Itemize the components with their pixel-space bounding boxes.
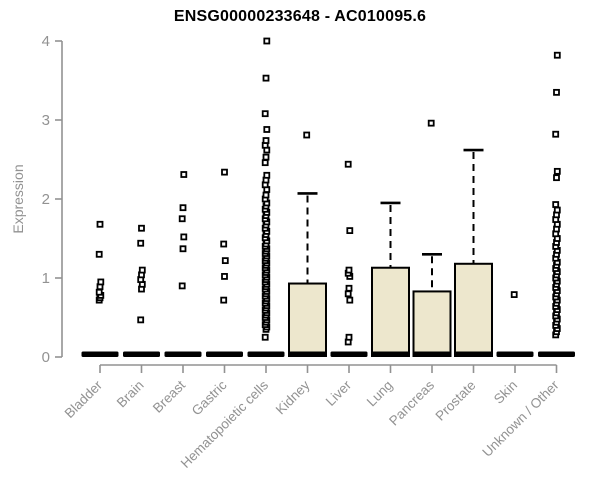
outlier-point (553, 167, 561, 175)
outlier-point (221, 257, 229, 265)
boxplot-kidney (288, 131, 327, 357)
outlier-point (178, 282, 186, 290)
median-bar (538, 351, 575, 357)
outlier-point (221, 273, 228, 280)
outlier-point (346, 227, 354, 235)
category-label-bladder: Bladder (62, 377, 106, 421)
outlier-point (179, 245, 187, 253)
boxplot-pancreas (412, 119, 452, 357)
box (371, 266, 410, 358)
median-bar (330, 351, 368, 357)
median-bar (413, 351, 451, 357)
outlier-point (97, 278, 105, 286)
boxplot-hematopoietic-cells (247, 37, 285, 357)
outlier-point (262, 137, 270, 144)
outlier-point (510, 291, 518, 298)
outlier-point (180, 171, 188, 178)
category-label-brain: Brain (114, 378, 147, 411)
outlier-point (220, 296, 228, 304)
outlier-point (179, 204, 187, 212)
category-label-prostate: Prostate (432, 378, 478, 424)
outlier-point (138, 224, 145, 232)
median-bar (206, 351, 243, 357)
outlier-point (345, 284, 353, 292)
outlier-point (262, 74, 270, 82)
outlier-point (95, 288, 103, 296)
outlier-point (344, 160, 352, 168)
category-label-pancreas: Pancreas (386, 377, 437, 428)
outlier-point (221, 168, 228, 176)
median-bar (164, 351, 202, 357)
boxplot-lung (371, 201, 410, 358)
chart-title: ENSG00000233648 - AC010095.6 (173, 8, 427, 25)
outlier-point (346, 296, 354, 304)
boxplot-bladder (81, 220, 119, 357)
outlier-point (345, 266, 353, 274)
box (454, 262, 493, 357)
category-label-unknown-other: Unknown / Other (479, 377, 562, 460)
median-bar (123, 351, 160, 357)
boxplot-liver (330, 160, 368, 357)
outlier-point (303, 131, 311, 139)
outlier-point (345, 333, 353, 341)
outlier-point (263, 171, 271, 179)
median-bar (455, 351, 492, 357)
box (412, 290, 452, 357)
category-label-breast: Breast (150, 377, 188, 415)
outlier-point (261, 333, 269, 341)
median-bar (496, 351, 534, 357)
category-label-lung: Lung (364, 378, 396, 410)
median-bar (247, 351, 285, 357)
y-tick-label: 4 (42, 33, 50, 50)
y-axis: 0 1 2 3 4 (42, 33, 63, 366)
median-bar (81, 351, 119, 357)
outlier-point (261, 159, 269, 167)
box (288, 282, 327, 357)
boxplot-unknown-other (538, 51, 575, 357)
outlier-point (220, 240, 228, 248)
boxplot-brain (123, 224, 160, 357)
outlier-point (553, 88, 560, 96)
category-label-liver: Liver (323, 377, 355, 409)
outlier-point (178, 215, 186, 223)
outlier-point (262, 191, 270, 199)
outlier-point (180, 233, 188, 241)
boxplot-gastric (206, 168, 243, 357)
median-bar (372, 351, 409, 357)
category-label-skin: Skin (491, 378, 520, 407)
outlier-point (553, 206, 561, 214)
outlier-point (138, 266, 146, 274)
median-bar (289, 351, 326, 357)
outlier-point (427, 119, 435, 127)
outlier-point (96, 220, 104, 228)
outlier-point (261, 110, 269, 118)
outlier-point (552, 201, 560, 208)
boxplot-skin (496, 291, 534, 357)
outlier-point (553, 174, 560, 182)
outlier-point (95, 250, 103, 258)
y-tick-label: 3 (42, 112, 50, 129)
boxplot-breast (164, 171, 202, 357)
outlier-point (137, 239, 145, 247)
outlier-point (137, 316, 145, 324)
outlier-point (262, 153, 270, 161)
y-tick-label: 1 (42, 270, 50, 287)
y-tick-label: 0 (42, 349, 50, 366)
category-label-kidney: Kidney (273, 377, 313, 417)
outlier-point (553, 51, 561, 59)
y-tick-label: 2 (42, 191, 50, 208)
category-label-gastric: Gastric (189, 377, 230, 418)
outlier-point (552, 130, 560, 138)
outlier-point (263, 37, 271, 45)
outlier-point (263, 126, 271, 133)
outlier-point (344, 290, 352, 298)
boxplot-prostate (454, 148, 493, 357)
